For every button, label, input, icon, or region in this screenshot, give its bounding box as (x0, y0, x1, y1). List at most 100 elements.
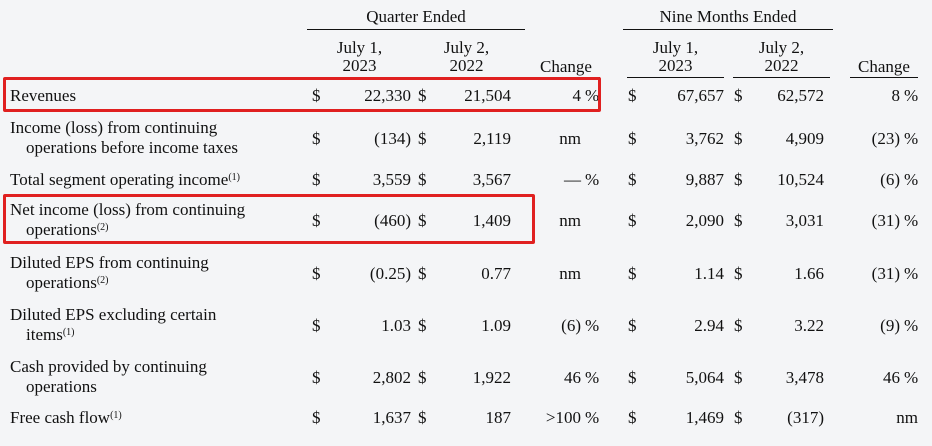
currency-symbol: $ (734, 264, 743, 283)
currency-symbol: $ (312, 408, 321, 427)
date-header-year: 2022 (764, 56, 799, 75)
change-nine: (9) (880, 316, 900, 335)
value-nine-2023: 2,090 (685, 211, 724, 230)
currency-symbol: $ (628, 264, 637, 283)
currency-symbol: $ (312, 86, 321, 105)
change-nine: (31) (871, 211, 900, 230)
date-header-month: July 1, (336, 38, 383, 57)
date-header-month: July 2, (443, 38, 490, 57)
value-nine-2023: 9,887 (685, 170, 724, 189)
percent-sign: % (585, 86, 600, 105)
currency-symbol: $ (628, 368, 637, 387)
change-nine: 8 (891, 86, 901, 105)
date-header-month: July 1, (652, 38, 699, 57)
value-quarter-2022: 1,922 (472, 368, 511, 387)
date-header-month: July 2, (758, 38, 805, 57)
footnote-marker: (2) (96, 222, 109, 233)
value-quarter-2023: 22,330 (364, 86, 411, 105)
date-header-year: 2023 (342, 56, 377, 75)
row-label: operations before income taxes (26, 138, 238, 157)
value-quarter-2023: (460) (374, 211, 411, 230)
footnote-marker: (1) (110, 410, 122, 421)
value-quarter-2023: (0.25) (369, 264, 411, 283)
header-underline (307, 29, 525, 30)
row-label: operations (26, 377, 97, 396)
change-quarter: nm (559, 211, 581, 230)
header-underline (623, 29, 833, 30)
currency-symbol: $ (312, 211, 321, 230)
value-nine-2023: 5,064 (685, 368, 724, 387)
row-label: operations(2) (26, 273, 109, 292)
value-nine-2022: 3,478 (785, 368, 824, 387)
row-label: Net income (loss) from continuing (10, 200, 246, 219)
currency-symbol: $ (734, 129, 743, 148)
value-nine-2022: 3,031 (785, 211, 824, 230)
currency-symbol: $ (628, 129, 637, 148)
row-label: Free cash flow(1) (10, 408, 122, 427)
change-header: Change (540, 57, 592, 76)
currency-symbol: $ (418, 368, 427, 387)
percent-sign: % (585, 368, 600, 387)
percent-sign: % (585, 316, 600, 335)
currency-symbol: $ (734, 211, 743, 230)
value-quarter-2022: 2,119 (473, 129, 511, 148)
change-nine: 46 (883, 368, 900, 387)
change-header: Change (858, 57, 910, 76)
change-nine: (31) (871, 264, 900, 283)
percent-sign: % (904, 264, 919, 283)
highlight-revenues (3, 77, 601, 112)
row-label: Revenues (10, 86, 77, 105)
value-quarter-2023: 1.03 (381, 316, 411, 335)
percent-sign: % (585, 170, 600, 189)
row-label: Total segment operating income(1) (10, 170, 240, 189)
date-header-underline (733, 77, 830, 78)
change-quarter: — (564, 170, 581, 189)
value-nine-2022: 3.22 (794, 316, 824, 335)
value-quarter-2022: 0.77 (481, 264, 511, 283)
currency-symbol: $ (312, 170, 321, 189)
value-nine-2023: 1,469 (685, 408, 724, 427)
row-label: items(1) (26, 325, 75, 344)
value-quarter-2023: 1,637 (372, 408, 411, 427)
percent-sign: % (904, 86, 919, 105)
row-label: operations(2) (26, 220, 109, 239)
value-nine-2023: 2.94 (694, 316, 724, 335)
value-quarter-2023: 3,559 (372, 170, 411, 189)
currency-symbol: $ (312, 368, 321, 387)
currency-symbol: $ (418, 211, 427, 230)
footnote-marker: (1) (62, 327, 75, 338)
currency-symbol: $ (628, 86, 637, 105)
header-quarter-ended: Quarter Ended (366, 7, 466, 26)
date-header-year: 2022 (449, 56, 484, 75)
currency-symbol: $ (418, 408, 427, 427)
change-quarter: >100 (545, 408, 581, 427)
currency-symbol: $ (312, 129, 321, 148)
value-nine-2022: 62,572 (777, 86, 824, 105)
value-quarter-2022: 3,567 (472, 170, 511, 189)
currency-symbol: $ (628, 408, 637, 427)
value-quarter-2023: (134) (374, 129, 411, 148)
value-nine-2022: 4,909 (785, 129, 824, 148)
change-quarter: 46 (564, 368, 581, 387)
change-quarter: (6) (561, 316, 581, 335)
change-quarter: 4 (572, 86, 582, 105)
currency-symbol: $ (418, 129, 427, 148)
value-quarter-2022: 1.09 (481, 316, 511, 335)
row-label: Cash provided by continuing (10, 357, 207, 376)
value-nine-2023: 1.14 (694, 264, 724, 283)
value-nine-2022: 10,524 (777, 170, 824, 189)
row-label: Diluted EPS excluding certain (10, 305, 217, 324)
value-quarter-2022: 187 (485, 408, 512, 427)
header-nine-months-ended: Nine Months Ended (659, 7, 797, 26)
percent-sign: % (585, 408, 600, 427)
currency-symbol: $ (628, 211, 637, 230)
footnote-marker: (2) (96, 275, 109, 286)
currency-symbol: $ (312, 316, 321, 335)
footnote-marker: (1) (228, 172, 240, 183)
row-label: Income (loss) from continuing (10, 118, 218, 137)
value-quarter-2022: 1,409 (472, 211, 511, 230)
currency-symbol: $ (628, 170, 637, 189)
change-quarter: nm (559, 264, 581, 283)
currency-symbol: $ (734, 316, 743, 335)
